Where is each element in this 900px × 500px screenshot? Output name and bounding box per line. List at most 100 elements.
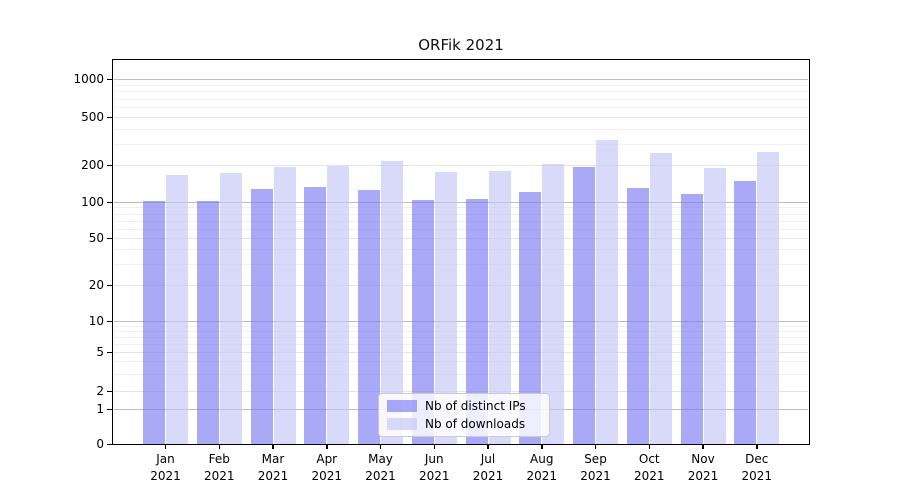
x-tick-mark bbox=[379, 445, 382, 449]
y-tick-label: 0 bbox=[96, 437, 104, 451]
x-tick-year: 2021 bbox=[526, 469, 558, 483]
bar-distinct-ips-jan bbox=[143, 201, 165, 444]
bar-downloads-feb bbox=[219, 173, 242, 444]
y-tick-mark bbox=[107, 390, 112, 392]
gridline-8 bbox=[114, 330, 808, 332]
x-tick-mark bbox=[164, 445, 167, 449]
x-tick-mark bbox=[756, 445, 758, 449]
x-tick-label-jun: Jun 2021 bbox=[403, 451, 465, 485]
x-tick-month: Jan bbox=[156, 452, 175, 466]
bar-downloads-dec bbox=[757, 152, 780, 444]
x-tick-mark bbox=[487, 445, 489, 449]
x-tick-label-may: May 2021 bbox=[350, 451, 412, 485]
x-tick-label-nov: Nov 2021 bbox=[672, 451, 734, 485]
legend-item-distinct-ips: Nb of distinct IPs bbox=[387, 399, 541, 413]
bar-distinct-ips-jun bbox=[411, 199, 434, 444]
gridline-400 bbox=[114, 128, 808, 130]
bar-downloads-aug bbox=[542, 163, 565, 444]
x-tick-label-jan: Jan 2021 bbox=[135, 451, 197, 485]
gridline-70 bbox=[114, 220, 808, 222]
gridline-10 bbox=[114, 321, 808, 322]
y-tick-label: 1 bbox=[96, 402, 104, 416]
gridline-900 bbox=[114, 84, 808, 86]
x-tick-label-sep: Sep 2021 bbox=[565, 451, 627, 485]
gridline-1000 bbox=[114, 79, 808, 80]
gridline-4 bbox=[114, 361, 808, 363]
x-tick-label-apr: Apr 2021 bbox=[296, 451, 358, 485]
legend: Nb of distinct IPs Nb of downloads bbox=[378, 393, 550, 437]
legend-item-downloads: Nb of downloads bbox=[387, 417, 541, 431]
x-tick-year: 2021 bbox=[687, 469, 719, 483]
bar-distinct-ips-oct bbox=[626, 187, 649, 444]
y-tick-label: 2 bbox=[96, 384, 104, 398]
x-tick-year: 2021 bbox=[203, 469, 235, 483]
y-tick-label: 20 bbox=[88, 278, 104, 292]
y-tick-label: 100 bbox=[81, 195, 104, 209]
x-tick-year: 2021 bbox=[418, 469, 450, 483]
y-tick-mark bbox=[107, 408, 112, 410]
y-tick-mark bbox=[107, 351, 112, 353]
y-tick-label: 1000 bbox=[73, 72, 104, 86]
x-tick-year: 2021 bbox=[150, 469, 181, 483]
gridline-300 bbox=[114, 143, 808, 145]
x-tick-label-feb: Feb 2021 bbox=[188, 451, 250, 485]
x-tick-year: 2021 bbox=[580, 469, 611, 483]
gridline-6 bbox=[114, 343, 808, 345]
y-tick-mark bbox=[107, 237, 112, 239]
bar-downloads-mar bbox=[273, 166, 296, 444]
bar-distinct-ips-sep bbox=[573, 166, 595, 444]
x-tick-month: Nov bbox=[691, 452, 715, 466]
x-tick-month: Dec bbox=[745, 452, 769, 466]
x-tick-month: Jul bbox=[480, 452, 496, 466]
bar-distinct-ips-mar bbox=[250, 189, 273, 444]
x-tick-month: May bbox=[368, 452, 393, 466]
x-tick-month: Jun bbox=[424, 452, 444, 466]
x-tick-mark bbox=[218, 445, 220, 449]
x-tick-year: 2021 bbox=[311, 469, 343, 483]
x-tick-mark bbox=[702, 445, 704, 449]
y-tick-mark bbox=[107, 284, 112, 286]
x-tick-month: Apr bbox=[316, 452, 338, 466]
bar-distinct-ips-may bbox=[358, 190, 380, 444]
gridline-20 bbox=[114, 285, 808, 286]
x-tick-mark bbox=[326, 445, 328, 449]
gridline-50 bbox=[114, 238, 808, 239]
bar-downloads-apr bbox=[327, 165, 350, 444]
bar-downloads-jan bbox=[166, 174, 188, 444]
x-tick-month: Oct bbox=[638, 452, 660, 466]
bar-downloads-nov bbox=[703, 168, 726, 444]
bar-downloads-sep bbox=[596, 139, 618, 444]
gridline-100 bbox=[114, 202, 808, 203]
bar-distinct-ips-jul bbox=[465, 199, 488, 444]
x-tick-month: Aug bbox=[530, 452, 554, 466]
x-tick-mark bbox=[272, 445, 274, 449]
bar-distinct-ips-dec bbox=[734, 181, 757, 444]
gridline-9 bbox=[114, 325, 808, 327]
y-tick-mark bbox=[107, 78, 112, 80]
chart-title: ORFik 2021 bbox=[418, 36, 504, 54]
x-tick-mark bbox=[433, 445, 435, 449]
y-tick-mark bbox=[107, 320, 112, 322]
gridline-200 bbox=[114, 165, 808, 166]
bar-downloads-oct bbox=[649, 153, 672, 444]
bar-distinct-ips-apr bbox=[304, 187, 327, 444]
x-tick-month: Feb bbox=[208, 452, 230, 466]
x-tick-year: 2021 bbox=[365, 469, 396, 483]
x-tick-label-dec: Dec 2021 bbox=[726, 451, 788, 485]
gridline-7 bbox=[114, 336, 808, 338]
legend-label: Nb of distinct IPs bbox=[425, 399, 526, 413]
gridline-500 bbox=[114, 117, 808, 118]
y-tick-mark bbox=[107, 116, 112, 118]
x-tick-year: 2021 bbox=[472, 469, 504, 483]
gridline-30 bbox=[114, 264, 808, 266]
y-tick-label: 5 bbox=[96, 345, 104, 359]
y-tick-label: 50 bbox=[88, 231, 104, 245]
y-tick-label: 500 bbox=[81, 110, 104, 124]
gridline-60 bbox=[114, 228, 808, 230]
y-tick-label: 10 bbox=[88, 314, 104, 328]
bar-distinct-ips-aug bbox=[519, 192, 542, 444]
x-tick-label-aug: Aug 2021 bbox=[511, 451, 573, 485]
bar-downloads-may bbox=[381, 161, 403, 444]
gridline-3 bbox=[114, 373, 808, 375]
